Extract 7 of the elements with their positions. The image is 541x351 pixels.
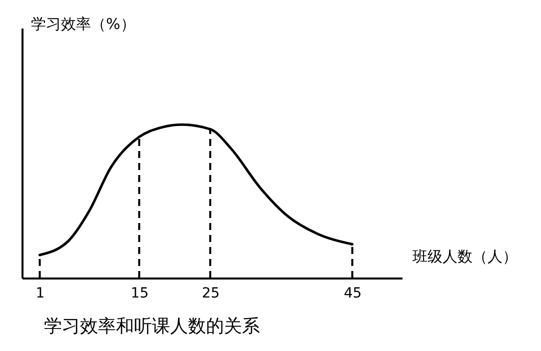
x-tick-label: 1 <box>36 286 45 302</box>
text: 学习效率（%） <box>31 15 136 33</box>
text: 学习效率和听课人数的关系 <box>44 316 260 337</box>
x-axis-title: 班级人数（人） <box>412 248 518 266</box>
x-tick-label: 15 <box>130 286 149 302</box>
x-tick-label: 25 <box>202 286 220 302</box>
x-tick-label: 45 <box>344 286 362 302</box>
